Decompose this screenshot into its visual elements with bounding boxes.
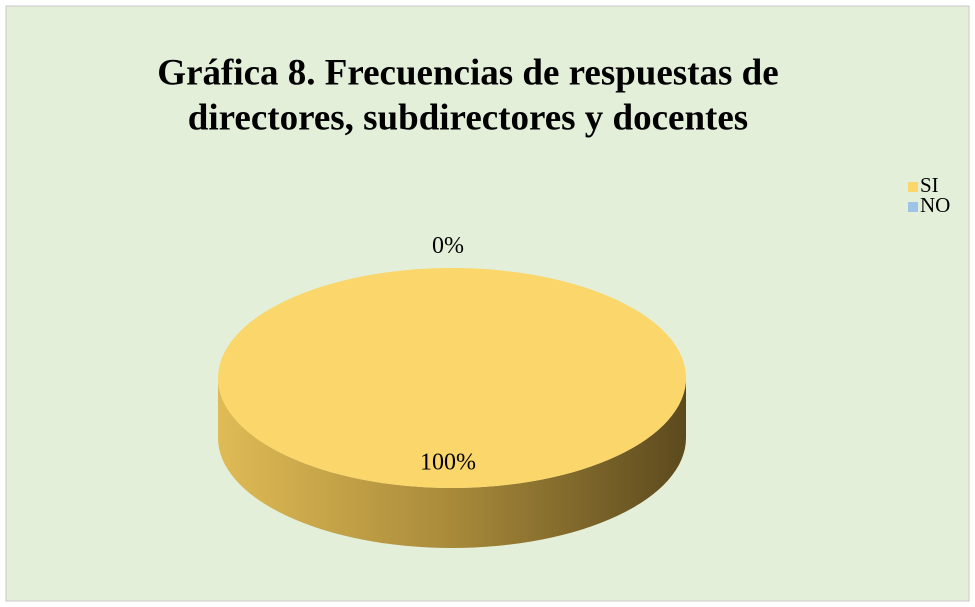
legend-label: SI [920, 173, 939, 197]
chart-title: directores, subdirectores y docentes [188, 97, 748, 138]
pie-slice [218, 268, 686, 488]
pie-side [218, 378, 686, 548]
data-label: 0% [432, 233, 464, 259]
data-label: 100% [420, 449, 476, 475]
legend-swatch [908, 182, 918, 192]
legend-label: NO [920, 193, 950, 217]
chart-title: Gráfica 8. Frecuencias de respuestas de [157, 52, 778, 93]
legend-swatch [908, 202, 918, 212]
